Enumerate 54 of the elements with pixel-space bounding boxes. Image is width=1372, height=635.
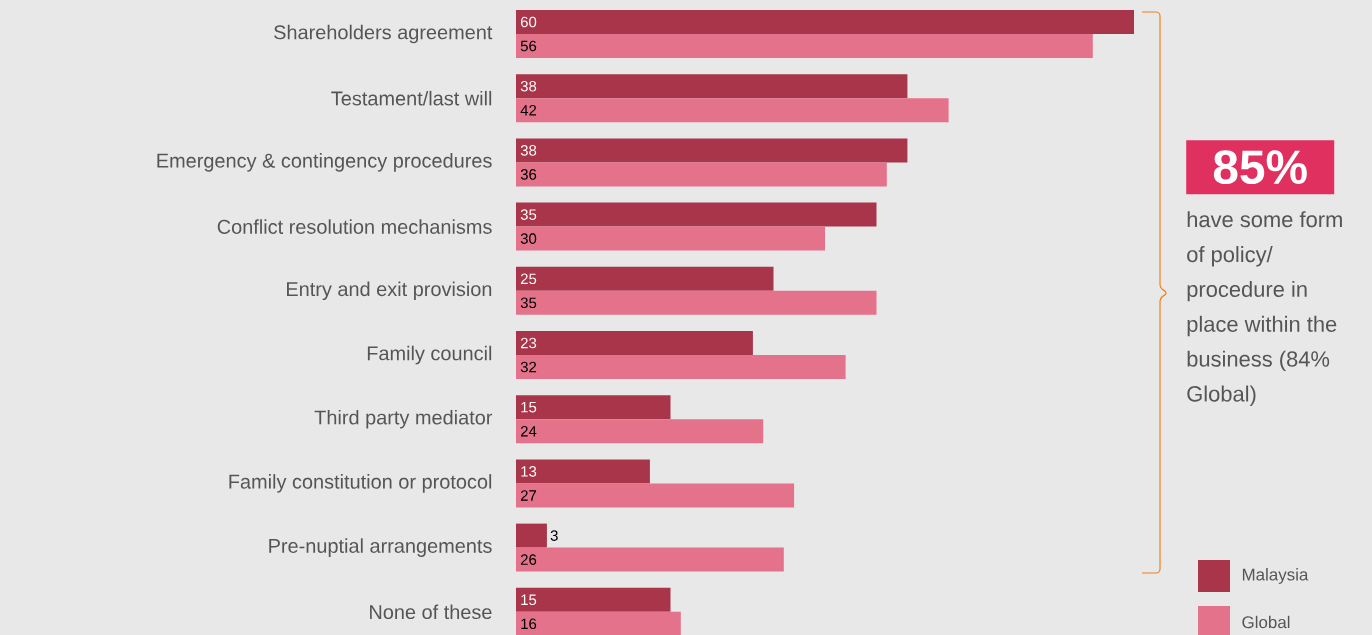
data-label: 35 xyxy=(520,209,537,220)
bar xyxy=(516,483,795,508)
y-tick-label: Family council xyxy=(367,345,492,365)
bar xyxy=(516,202,877,227)
data-label: 38 xyxy=(520,145,537,156)
bar xyxy=(516,523,547,548)
data-label: 27 xyxy=(520,490,537,501)
bar xyxy=(516,226,825,251)
y-tick-label: Pre-nuptial arrangements xyxy=(269,538,492,557)
bar xyxy=(516,355,846,379)
y-tick-label: Third party mediator xyxy=(314,409,493,429)
y-tick-label: Emergency & contingency procedures xyxy=(157,153,492,172)
data-label: 13 xyxy=(521,466,537,477)
data-label: 60 xyxy=(520,16,537,28)
legend-label: Malaysia xyxy=(1242,568,1309,584)
bar xyxy=(516,74,908,99)
bar xyxy=(516,395,671,420)
bar xyxy=(516,587,671,612)
y-tick-label: Conflict resolution mechanisms xyxy=(217,219,492,234)
bar xyxy=(516,162,887,187)
bar xyxy=(516,10,1135,34)
data-label: 32 xyxy=(520,361,537,373)
data-label: 16 xyxy=(521,618,537,630)
data-label: 36 xyxy=(520,169,537,180)
y-tick-label: None of these xyxy=(370,604,492,620)
data-label: 23 xyxy=(520,337,537,349)
data-label: 38 xyxy=(520,80,537,92)
data-label: 25 xyxy=(520,273,537,285)
bar xyxy=(516,419,764,444)
y-tick-label: Shareholders agreement xyxy=(274,24,493,44)
bar xyxy=(516,290,877,315)
data-label: 24 xyxy=(520,425,537,437)
bar xyxy=(516,34,1093,58)
bar xyxy=(516,331,753,355)
data-label: 26 xyxy=(520,554,537,565)
bar xyxy=(516,98,949,123)
bar xyxy=(516,138,908,163)
data-label: 56 xyxy=(520,40,537,52)
bar xyxy=(516,459,650,484)
legend-label: Global xyxy=(1242,615,1290,629)
y-tick-label: Family constitution or protocol xyxy=(229,474,492,493)
data-label: 42 xyxy=(520,104,537,116)
data-label: 15 xyxy=(521,594,537,606)
bar xyxy=(516,547,784,572)
y-tick-label: Entry and exit provision xyxy=(287,281,492,301)
data-label: 35 xyxy=(520,297,537,309)
data-label: 30 xyxy=(520,233,537,244)
bar xyxy=(516,266,774,291)
text: 85% xyxy=(1213,150,1307,185)
bar xyxy=(516,611,681,635)
text: have some form of policy/ procedure in place within the business (84% Global) xyxy=(1187,211,1342,406)
y-tick-label: Testament/last will xyxy=(331,90,492,106)
data-label: 15 xyxy=(521,401,537,413)
data-label: 3 xyxy=(550,530,558,541)
